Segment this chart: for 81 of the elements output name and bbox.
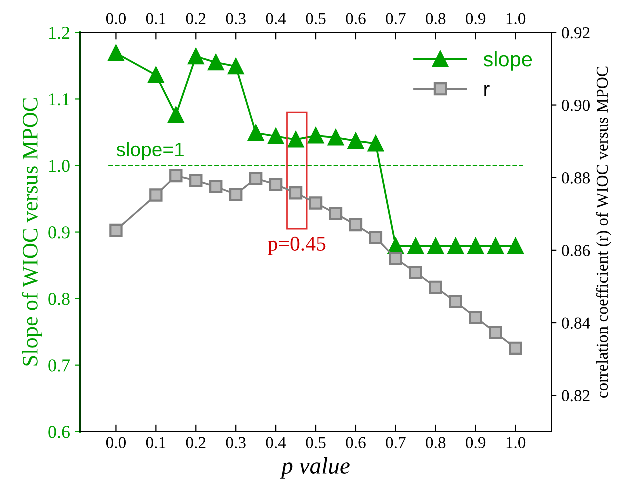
point xyxy=(428,238,444,254)
point xyxy=(108,45,124,62)
y-tick-label: 0.7 xyxy=(48,360,70,372)
y-tick-label: 0.9 xyxy=(48,226,70,239)
x2-tick-label: 0.2 xyxy=(186,13,206,25)
point xyxy=(229,188,243,202)
x2-tick-label: 0.6 xyxy=(346,13,366,25)
y-tick-label: 1.2 xyxy=(50,27,70,40)
x2-tick-label: 0.5 xyxy=(306,13,326,25)
x-tick-label: 0.0 xyxy=(106,437,126,449)
point xyxy=(349,218,363,232)
x-tick-label: 1.0 xyxy=(506,437,526,449)
y2-axis-title: correlation coefficient (r) of WIOC versus MPOC xyxy=(596,66,612,398)
x-axis-title: p value xyxy=(280,457,350,479)
point xyxy=(368,136,384,152)
x2-tick-label: 0.4 xyxy=(266,13,286,25)
y-axis-title: Slope of WIOC versus MPOC xyxy=(22,98,42,366)
x-tick-label: 0.5 xyxy=(306,437,326,449)
point xyxy=(110,224,123,238)
point xyxy=(429,280,442,294)
point xyxy=(150,188,163,202)
point xyxy=(170,169,183,183)
annotation: p=0.45 xyxy=(268,236,326,256)
x2-tick-label: 0.7 xyxy=(386,13,406,25)
x-tick-label: 0.9 xyxy=(466,437,486,449)
point xyxy=(369,231,383,244)
point xyxy=(329,207,343,220)
y2-tick-label: 0.84 xyxy=(562,318,590,330)
y2-tick-label: 0.86 xyxy=(562,245,590,256)
point xyxy=(489,326,502,340)
point xyxy=(508,238,524,254)
y2-tick-label: 0.92 xyxy=(562,27,590,39)
point xyxy=(488,238,504,254)
point xyxy=(509,342,522,356)
point xyxy=(148,67,164,84)
y-tick-label: 1.0 xyxy=(50,160,70,172)
x2-tick-label: 0.9 xyxy=(466,13,486,25)
x-tick-label: 0.8 xyxy=(426,437,446,449)
x2-tick-label: 0.1 xyxy=(146,13,166,25)
point xyxy=(448,238,464,254)
point xyxy=(268,128,284,144)
point xyxy=(328,130,344,146)
x2-tick-label: 0.3 xyxy=(226,13,246,25)
x-tick-label: 0.2 xyxy=(186,437,206,449)
x-tick-label: 0.4 xyxy=(266,437,286,449)
point xyxy=(210,180,223,194)
ref-line-label: slope=1 xyxy=(116,142,184,160)
point xyxy=(188,48,204,65)
y2-tick-label: 0.88 xyxy=(562,172,590,184)
point xyxy=(168,107,184,124)
point xyxy=(389,252,403,266)
x-tick-label: 0.3 xyxy=(226,437,246,449)
x-tick-label: 0.6 xyxy=(346,437,366,449)
y2-tick-label: 0.82 xyxy=(562,390,590,402)
x2-tick-label: 0.8 xyxy=(426,13,446,25)
point xyxy=(309,196,323,210)
y-tick-label: 0.8 xyxy=(48,293,70,306)
legend-label: slope xyxy=(484,51,532,71)
y2-tick-label: 0.90 xyxy=(562,100,590,112)
point xyxy=(409,266,423,280)
x2-tick-label: 1.0 xyxy=(506,13,526,25)
x-tick-label: 0.1 xyxy=(146,437,166,449)
point xyxy=(190,174,203,188)
point xyxy=(208,54,224,71)
point xyxy=(228,58,244,75)
x2-tick-label: 0.0 xyxy=(106,13,126,25)
y-tick-label: 0.6 xyxy=(48,426,70,438)
point xyxy=(269,178,283,192)
point xyxy=(468,238,484,254)
point xyxy=(288,132,304,148)
x-tick-label: 0.7 xyxy=(386,437,406,449)
point xyxy=(248,125,264,142)
y-tick-label: 1.1 xyxy=(50,94,70,106)
legend-label: r xyxy=(484,85,490,96)
point xyxy=(308,128,324,144)
point xyxy=(469,310,482,324)
point xyxy=(348,133,364,150)
point xyxy=(408,238,424,254)
point xyxy=(449,295,462,309)
point xyxy=(289,186,303,200)
point xyxy=(249,172,263,186)
